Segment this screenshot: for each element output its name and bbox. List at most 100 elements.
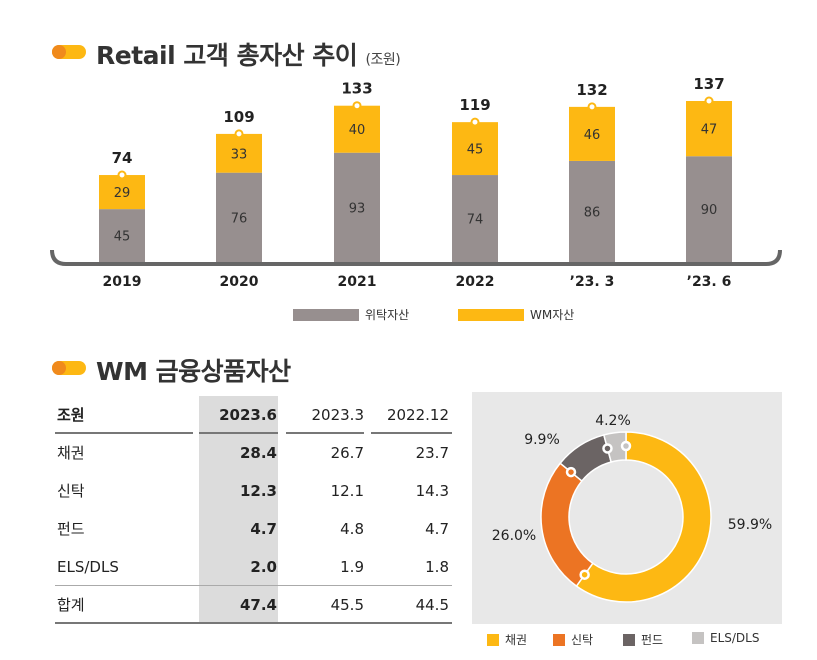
bar-trust [686, 156, 732, 262]
table-cell: 4.7 [425, 520, 449, 538]
header-cell: 조원 [57, 406, 85, 424]
bar-trust [99, 209, 145, 262]
x-tick-label: 2022 [456, 274, 495, 290]
table-cell: 47.4 [239, 596, 277, 614]
bar-top-marker [587, 102, 597, 112]
header-cell: 2023.6 [219, 406, 277, 424]
table-cell: 45.5 [330, 596, 364, 614]
legend-swatch [553, 633, 565, 646]
slice-marker [602, 443, 613, 454]
table-cell: 2.0 [250, 558, 277, 576]
x-tick-label: 2020 [220, 274, 259, 290]
table-cell: 신탁 [57, 482, 85, 500]
donut-legend-item: 채권 [487, 631, 527, 648]
table-cell: ELS/DLS [57, 558, 119, 576]
header-cell: 2022.12 [386, 406, 449, 424]
table-cell: 채권 [57, 444, 85, 462]
bar-value-label: 46 [584, 128, 601, 143]
legend-label: WM자산 [530, 308, 575, 322]
x-tick-label: 2021 [338, 274, 377, 290]
table-row: 펀드 4.7 4.8 4.7 [55, 510, 452, 548]
table-row: 채권 28.4 26.7 23.7 [55, 434, 452, 472]
table-cell: 4.7 [250, 520, 277, 538]
unit-label: (조원) [365, 52, 401, 68]
bar-value-label: 29 [114, 186, 131, 201]
legend-swatch [458, 308, 524, 321]
bar-legend-item: WM자산 [458, 306, 574, 323]
table-cell: 12.1 [330, 482, 364, 500]
bar-total-label: 119 [459, 96, 490, 114]
table-row: ELS/DLS 2.0 1.9 1.8 [55, 548, 452, 586]
slice-marker [620, 440, 632, 452]
x-tick-label: ’23. 3 [570, 274, 615, 290]
bar-top-marker [117, 170, 127, 180]
donut-legend-item: ELS/DLS [692, 631, 759, 645]
bar-value-label: 74 [467, 213, 484, 228]
table-cell: 1.9 [340, 558, 364, 576]
table-header: 조원 2023.6 2023.3 2022.12 [55, 396, 452, 434]
x-tick-label: 2019 [103, 274, 142, 290]
bar-top-marker [470, 117, 480, 127]
bar-wm [99, 175, 145, 210]
bar-total-label: 137 [693, 75, 724, 93]
x-axis [50, 249, 782, 266]
section1-title: Retail 고객 총자산 추이 (조원) [96, 41, 401, 70]
table-cell: 1.8 [425, 558, 449, 576]
table-row: 신탁 12.3 12.1 14.3 [55, 472, 452, 510]
bar-trust [334, 152, 380, 262]
legend-label: 위탁자산 [365, 308, 410, 322]
bar-trust [452, 175, 498, 262]
donut-chart: 59.9% 26.0% 9.9% 4.2% [492, 413, 772, 603]
table-cell: 14.3 [415, 482, 449, 500]
table-row: 합계 47.4 45.5 44.5 [55, 586, 452, 624]
section2-title: WM 금융상품자산 [96, 357, 291, 386]
legend-swatch [487, 633, 499, 646]
bar-wm [216, 133, 262, 173]
bar-trust [216, 172, 262, 262]
table-cell: 44.5 [415, 596, 449, 614]
donut-slice [575, 431, 712, 603]
bar-value-label: 45 [467, 143, 484, 158]
bar-value-label: 86 [584, 205, 601, 220]
bar-trust [569, 160, 615, 262]
bar-value-label: 93 [349, 201, 366, 216]
table-cell: 합계 [57, 596, 85, 614]
table-cell: 12.3 [239, 482, 277, 500]
bar-wm [334, 105, 380, 153]
header-cell: 2023.3 [311, 406, 365, 424]
slice-value-label: 4.2% [595, 413, 631, 429]
bar-total-label: 133 [341, 80, 372, 98]
table-cell: 4.8 [340, 520, 364, 538]
bar-wm [686, 101, 732, 157]
bar-value-label: 45 [114, 230, 131, 245]
slice-marker [579, 569, 590, 580]
bar-top-marker [704, 96, 714, 106]
bar-top-marker [234, 129, 244, 139]
legend-label: 채권 [505, 633, 528, 647]
donut-legend-item: 펀드 [623, 631, 663, 648]
highlight-column [199, 396, 278, 624]
table-cell: 26.7 [330, 444, 364, 462]
title-pill-icon [52, 45, 86, 59]
slice-value-label: 9.9% [524, 432, 560, 448]
bar-value-label: 90 [701, 203, 718, 218]
bar-value-label: 47 [701, 123, 718, 138]
slice-value-label: 59.9% [728, 517, 772, 533]
title-pill-icon [52, 361, 86, 375]
bar-legend-item: 위탁자산 [293, 306, 409, 323]
bar-wm [569, 106, 615, 161]
bar-value-label: 33 [231, 147, 248, 162]
x-tick-label: ’23. 6 [687, 274, 732, 290]
bar-total-label: 109 [223, 108, 254, 126]
table-cell: 23.7 [415, 444, 449, 462]
table-cell: 28.4 [239, 444, 277, 462]
legend-label: 펀드 [641, 633, 664, 647]
bar-top-marker [352, 101, 362, 111]
bar-chart: 45 29 74 2019 76 33 109 2020 93 40 133 2021 74 45 119 2… [50, 75, 782, 290]
table-cell: 펀드 [57, 520, 85, 538]
bar-wm [452, 122, 498, 176]
donut-slice [540, 462, 594, 588]
donut-slice [602, 431, 627, 463]
slice-value-label: 26.0% [492, 528, 536, 544]
bar-value-label: 40 [349, 123, 366, 138]
